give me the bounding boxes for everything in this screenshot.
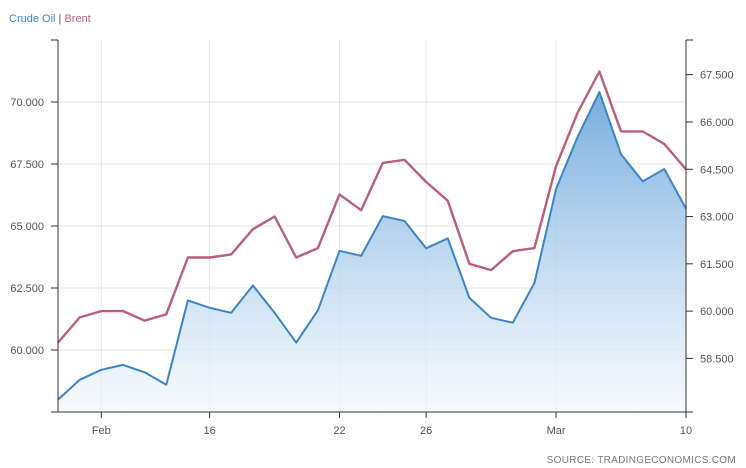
x-tick-label: Feb [92,425,111,437]
crude-oil-line [57,91,687,401]
chart-tick-labels: 60.000 62.500 65.000 67.500 70.000 58.500 60.0… [10,70,733,437]
x-tick-label: 10 [680,425,692,437]
x-tick-label: Mar [547,425,566,437]
right-tick-label: 66.000 [700,117,734,129]
x-tick-label: 26 [420,425,432,437]
left-tick-label: 62.500 [10,283,44,295]
right-tick-label: 67.500 [700,70,734,82]
left-tick-label: 60.000 [10,345,44,357]
legend-crude-oil[interactable]: Crude Oil [9,13,56,25]
brent-line [57,70,687,344]
source-credit: SOURCE: TRADINGECONOMICS.COM [546,455,736,466]
x-tick-label: 22 [333,425,345,437]
legend: Crude Oil | Brent [9,13,91,25]
chart-axes [51,39,693,418]
area-layer [58,92,686,412]
crude-oil-area [58,92,686,412]
right-tick-label: 64.500 [700,164,734,176]
left-tick-label: 65.000 [10,221,44,233]
left-tick-label: 70.000 [10,97,44,109]
right-tick-label: 58.500 [700,353,734,365]
left-tick-label: 67.500 [10,159,44,171]
legend-brent[interactable]: Brent [64,13,91,25]
legend-separator: | [58,13,62,25]
x-tick-label: 16 [203,425,215,437]
right-tick-label: 61.500 [700,259,734,271]
lines-layer [57,70,687,401]
right-tick-label: 63.000 [700,212,734,224]
right-tick-label: 60.000 [700,306,734,318]
